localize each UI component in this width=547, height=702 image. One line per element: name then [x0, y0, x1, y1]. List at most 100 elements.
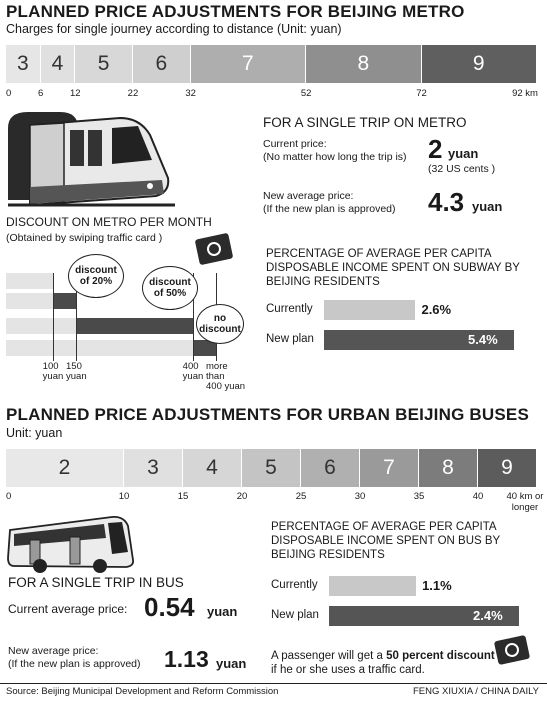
bus-income-heading: PERCENTAGE OF AVERAGE PER CAPITA DISPOSA…	[271, 521, 501, 561]
discount-tick-label: 150 yuan	[66, 362, 87, 382]
metro-distance-tick: 12	[69, 88, 81, 99]
metro-subtitle: Charges for single journey according to …	[6, 22, 342, 36]
discount-tick-unit: yuan	[42, 371, 64, 382]
bus-single-trip-heading: FOR A SINGLE TRIP IN BUS	[8, 575, 184, 590]
bus-fare-segment: 5	[242, 449, 301, 487]
bus-distance-tick: 40 km or longer	[506, 491, 544, 513]
discount-tick-unit: 400 yuan	[206, 381, 246, 392]
discount-tick-unit: yuan	[66, 371, 87, 382]
discount-bar	[52, 293, 76, 309]
bus-new-price-label: New average price: (If the new plan is a…	[8, 645, 141, 671]
bus-current-price-unit: yuan	[207, 604, 238, 619]
metro-fare-segment: 6	[132, 45, 191, 83]
bus-fare-segment: 3	[124, 449, 183, 487]
bus-distance-tick: 20	[236, 491, 248, 502]
bus-fare-segment: 2	[6, 449, 124, 487]
metro-distance-tick: 32	[185, 88, 196, 99]
metro-current-price-label: Current price: (No matter how long the t…	[263, 138, 407, 164]
discount-tick-line	[76, 273, 77, 361]
discount-tick-label: 100 yuan	[43, 362, 64, 382]
metro-current-label-line2: (No matter how long the trip is)	[263, 151, 407, 163]
metro-current-label-line1: Current price:	[263, 138, 327, 150]
bus-traffic-card-icon	[494, 635, 530, 665]
bus-distance-tick: 10	[118, 491, 130, 502]
discount-base-bar	[6, 273, 53, 289]
bus-fare-segment: 4	[183, 449, 242, 487]
discount-tick-value: 400	[182, 361, 199, 372]
metro-current-price-usd: (32 US cents )	[428, 163, 496, 175]
discount-base-bar	[6, 340, 193, 356]
bus-current-price-value: 0.54	[144, 592, 195, 622]
bus-fare-segment: 9	[478, 449, 537, 487]
discount-bubble: discount of 50%	[142, 266, 198, 310]
bus-distance-tick: 30	[354, 491, 366, 502]
discount-subheading: (Obtained by swiping traffic card )	[6, 232, 163, 244]
discount-bar	[76, 318, 193, 334]
bus-new-label-line1: New average price:	[8, 645, 99, 657]
bus-distance-tick: 35	[413, 491, 425, 502]
discount-chart: 100 yuan 150 yuan 400 yuan more than 400 yuan di…	[6, 250, 246, 392]
bus-distance-axis: 0 10 15 20 25 30 35 40 40 km or longer	[6, 491, 543, 515]
bus-current-price-label: Current average price:	[8, 602, 128, 616]
metro-fare-segment: 3	[6, 45, 41, 83]
discount-tick-line	[192, 273, 194, 361]
bus-distance-tick: 15	[177, 491, 189, 502]
metro-distance-tick: 22	[127, 88, 139, 99]
metro-new-label-line2: (If the new plan is approved)	[263, 203, 396, 215]
bus-discount-note: A passenger will get a 50 percent discou…	[271, 649, 496, 677]
metro-distance-tick: 72	[416, 88, 427, 99]
bus-distance-tick: 25	[295, 491, 307, 502]
income-row-label: Currently	[271, 579, 318, 591]
bus-new-price-value: 1.13	[164, 646, 209, 672]
footer-divider	[0, 683, 547, 684]
income-bar	[324, 300, 416, 320]
bus-fare-segment: 8	[419, 449, 478, 487]
bus-income-chart: Currently 1.1% New plan 2.4%	[271, 576, 541, 636]
metro-income-heading: PERCENTAGE OF AVERAGE PER CAPITA DISPOSA…	[266, 248, 520, 288]
metro-distance-tick: 92 km	[512, 88, 538, 99]
metro-distance-tick: 52	[300, 88, 312, 99]
discount-bubble: no discount	[196, 304, 244, 344]
income-bar-value: 5.4%	[468, 332, 498, 347]
metro-new-label-line1: New average price:	[263, 190, 354, 202]
bus-distance-tick: 40	[472, 491, 484, 502]
bus-title: PLANNED PRICE ADJUSTMENTS FOR URBAN BEIJ…	[6, 405, 529, 424]
metro-new-price-value: 4.3	[428, 187, 465, 217]
discount-tick-line	[52, 273, 54, 361]
metro-new-price-unit: yuan	[472, 199, 503, 214]
metro-distance-axis: 0 6 12 22 32 52 72 92 km	[6, 88, 538, 102]
metro-current-price-unit: yuan	[448, 146, 479, 161]
income-bar	[329, 606, 519, 626]
metro-fare-segment: 5	[75, 45, 133, 83]
bus-icon	[7, 516, 135, 573]
discount-tick-label: more than 400 yuan	[206, 362, 246, 392]
metro-current-price-value: 2	[428, 134, 443, 164]
discount-bar	[192, 340, 216, 356]
income-row-label: Currently	[266, 303, 313, 315]
bus-distance-tick: 0	[6, 491, 12, 502]
footer-source: Source: Beijing Municipal Development an…	[6, 686, 279, 697]
income-row-label: New plan	[271, 609, 319, 621]
income-bar-value: 2.4%	[473, 608, 503, 623]
footer-credit: FENG XIUXIA / CHINA DAILY	[413, 686, 539, 697]
metro-distance-tick: 0	[6, 88, 12, 99]
bus-fare-segment: 7	[360, 449, 419, 487]
metro-single-trip-heading: FOR A SINGLE TRIP ON METRO	[263, 115, 467, 130]
income-bar	[329, 576, 417, 596]
income-bar	[324, 330, 514, 350]
discount-tick-label: 400 yuan	[183, 362, 204, 382]
bus-note-part1: A passenger will get a	[271, 650, 387, 662]
metro-fare-segment: 7	[190, 45, 307, 83]
metro-distance-tick: 6	[37, 88, 44, 99]
bus-subtitle: Unit: yuan	[6, 426, 63, 440]
bus-new-price-unit: yuan	[216, 656, 247, 671]
bus-note-part2: if he or she uses a traffic card.	[271, 664, 425, 676]
metro-fare-segment: 8	[306, 45, 422, 83]
discount-tick-value: 150	[66, 361, 82, 372]
metro-fare-segment: 4	[40, 45, 76, 83]
income-row-label: New plan	[266, 333, 314, 345]
income-bar-value: 2.6%	[421, 302, 452, 317]
metro-train-icon	[8, 112, 175, 207]
metro-fare-segment: 9	[421, 45, 537, 83]
